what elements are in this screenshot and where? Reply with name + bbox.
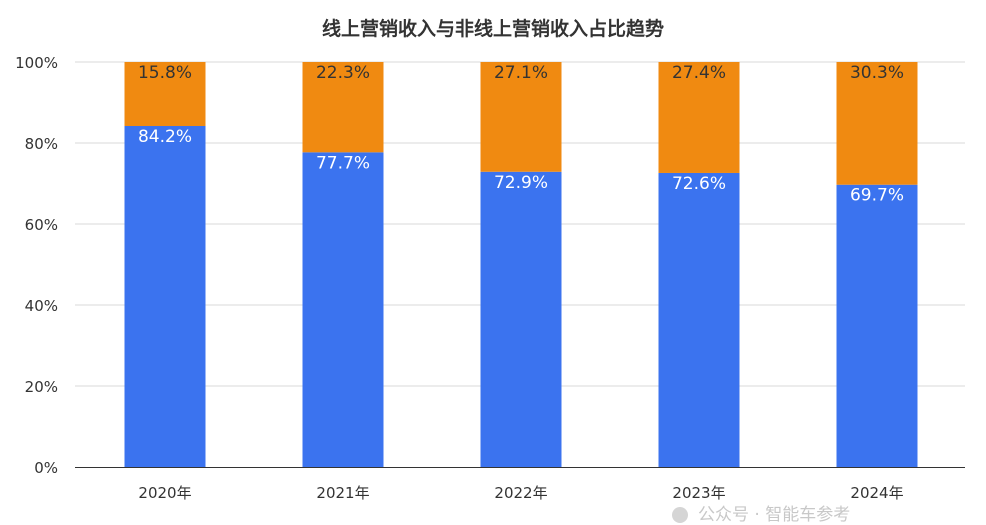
- stacked-bar-chart: 0% 20% 40% 60% 80% 100% 84.2% 15.8% 2020年 77.7% 22…: [15, 54, 965, 502]
- bar-segment: [302, 152, 384, 467]
- x-tick-label: 2020年: [138, 484, 191, 502]
- x-tick-label: 2023年: [672, 484, 725, 502]
- data-label: 15.8%: [138, 63, 192, 83]
- data-label: 84.2%: [138, 127, 192, 147]
- y-tick-label: 60%: [25, 216, 58, 234]
- bar-segment: [658, 62, 740, 173]
- y-tick-label: 0%: [34, 459, 58, 477]
- data-label: 77.7%: [316, 153, 370, 173]
- bar-segment: [124, 125, 206, 468]
- x-tick-label: 2024年: [850, 484, 903, 502]
- bar-segment: [480, 171, 562, 467]
- data-label: 27.4%: [672, 63, 726, 83]
- data-label: 27.1%: [494, 63, 548, 83]
- bar-segment: [658, 172, 740, 467]
- bar-segment: [124, 62, 206, 126]
- bar-segment: [302, 62, 384, 153]
- wechat-icon: [672, 507, 688, 523]
- y-tick-label: 80%: [25, 135, 58, 153]
- data-label: 72.9%: [494, 173, 548, 193]
- watermark-text: 公众号 · 智能车参考: [698, 505, 851, 525]
- chart-title: 线上营销收入与非线上营销收入占比趋势: [321, 18, 664, 40]
- data-label: 72.6%: [672, 174, 726, 194]
- y-tick-label: 100%: [15, 54, 58, 72]
- bar-segment: [836, 184, 918, 467]
- bar-segment: [836, 62, 918, 185]
- y-tick-label: 40%: [25, 297, 58, 315]
- x-tick-label: 2022年: [494, 484, 547, 502]
- bar-segment: [480, 62, 562, 172]
- x-tick-label: 2021年: [316, 484, 369, 502]
- data-label: 30.3%: [850, 63, 904, 83]
- data-label: 69.7%: [850, 186, 904, 206]
- y-tick-label: 20%: [25, 378, 58, 396]
- watermark: 公众号 · 智能车参考: [672, 500, 850, 525]
- data-label: 22.3%: [316, 63, 370, 83]
